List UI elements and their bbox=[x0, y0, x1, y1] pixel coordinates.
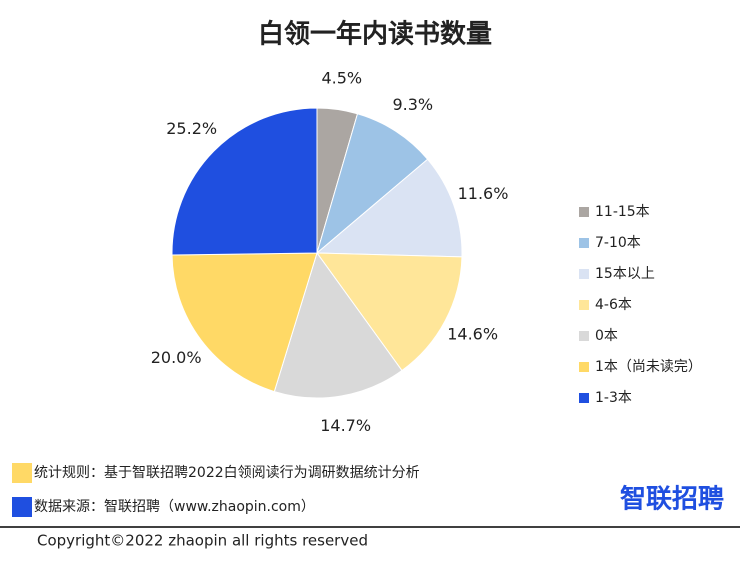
legend-swatch bbox=[579, 362, 589, 372]
pie-slice bbox=[171, 107, 318, 256]
pie-slice bbox=[316, 252, 463, 372]
legend-label: 4-6本 bbox=[595, 297, 632, 313]
pie-slice bbox=[171, 252, 318, 393]
legend-swatch bbox=[579, 393, 589, 403]
note-swatch bbox=[12, 463, 32, 483]
legend-label: 1-3本 bbox=[595, 390, 632, 406]
legend-swatch bbox=[579, 207, 589, 217]
copyright: Copyright©2022 zhaopin all rights reserv… bbox=[37, 532, 368, 550]
legend-label: 15本以上 bbox=[595, 266, 655, 282]
note: 数据来源：智联招聘（www.zhaopin.com） bbox=[34, 499, 315, 515]
legend-swatch bbox=[579, 331, 589, 341]
legend-label: 1本（尚未读完） bbox=[595, 358, 702, 375]
logo: 智联招聘 bbox=[620, 485, 724, 515]
value-label: 20.0% bbox=[151, 348, 202, 367]
legend-swatch bbox=[579, 300, 589, 310]
value-label: 25.2% bbox=[166, 119, 217, 138]
chart-title: 白领一年内读书数量 bbox=[258, 19, 492, 50]
value-label: 11.6% bbox=[458, 184, 509, 203]
note-swatch bbox=[12, 497, 32, 517]
legend-swatch bbox=[579, 269, 589, 279]
legend-swatch bbox=[579, 238, 589, 248]
value-label: 4.5% bbox=[321, 68, 362, 87]
legend-label: 7-10本 bbox=[595, 235, 641, 251]
note: 统计规则：基于智联招聘2022白领阅读行为调研数据统计分析 bbox=[34, 464, 420, 481]
value-label: 14.7% bbox=[320, 416, 371, 435]
value-label: 9.3% bbox=[392, 95, 433, 114]
legend-label: 0本 bbox=[595, 328, 618, 344]
pie-slice bbox=[315, 158, 463, 258]
legend-label: 11-15本 bbox=[595, 204, 650, 220]
pie-slice bbox=[316, 113, 429, 255]
value-label: 14.6% bbox=[447, 325, 498, 344]
